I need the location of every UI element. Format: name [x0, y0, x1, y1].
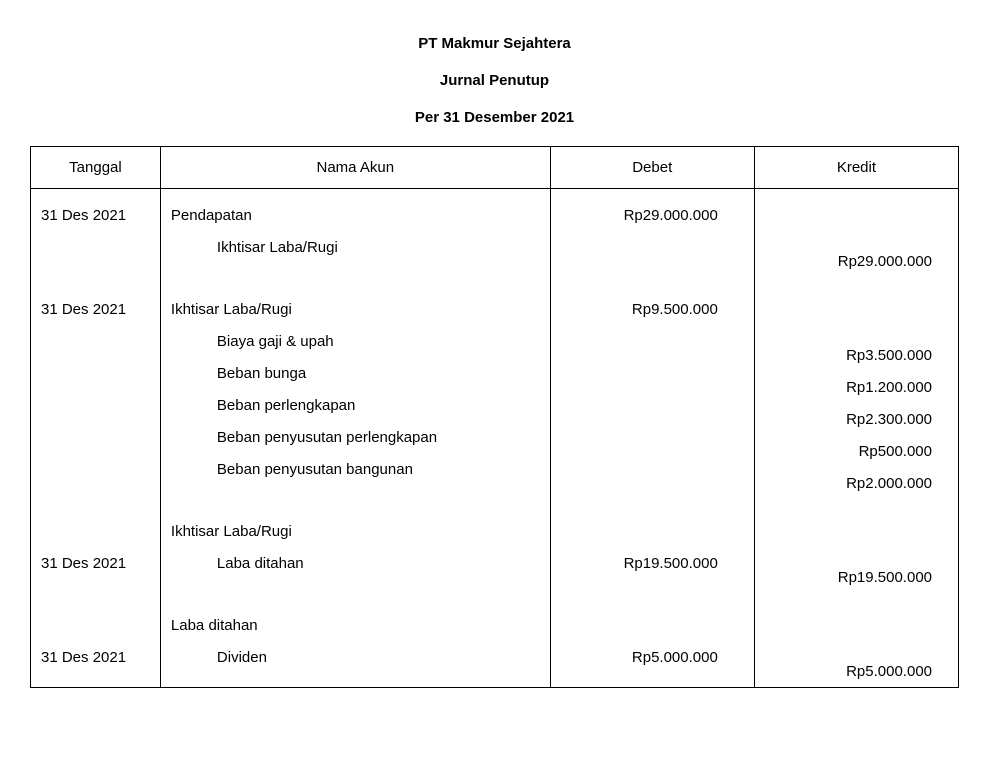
table-header-row: Tanggal Nama Akun Debet Kredit [31, 147, 959, 189]
cell-name: Ikhtisar Laba/Rugi [161, 231, 550, 263]
cell-date: 31 Des 2021 [31, 293, 160, 325]
debet-column-body: Rp29.000.000 Rp9.500.000 Rp19.500.000 Rp… [550, 189, 754, 688]
cell-date [31, 325, 160, 357]
cell-name: Ikhtisar Laba/Rugi [161, 293, 550, 325]
cell-kredit: Rp5.000.000 [755, 655, 958, 687]
cell-blank [161, 579, 550, 609]
cell-blank [551, 485, 754, 515]
cell-blank [31, 263, 160, 293]
cell-debet [551, 231, 754, 263]
cell-date [31, 357, 160, 389]
cell-debet: Rp9.500.000 [551, 293, 754, 325]
cell-debet: Rp5.000.000 [551, 641, 754, 673]
report-title: Jurnal Penutup [30, 72, 959, 89]
cell-date: 31 Des 2021 [31, 547, 160, 579]
cell-blank [31, 485, 160, 515]
kredit-column-body: Rp29.000.000 Rp3.500.000 Rp1.200.000 Rp2… [754, 189, 958, 688]
cell-debet [551, 515, 754, 547]
report-period: Per 31 Desember 2021 [30, 109, 959, 126]
cell-kredit [755, 515, 958, 547]
cell-debet [551, 389, 754, 421]
cell-date [31, 231, 160, 263]
cell-blank [161, 263, 550, 293]
cell-date: 31 Des 2021 [31, 641, 160, 673]
cell-kredit: Rp3.500.000 [755, 339, 958, 371]
cell-name: Beban penyusutan perlengkapan [161, 421, 550, 453]
cell-debet [551, 421, 754, 453]
cell-name: Biaya gaji & upah [161, 325, 550, 357]
cell-name: Laba ditahan [161, 609, 550, 641]
cell-kredit: Rp2.000.000 [755, 467, 958, 499]
cell-blank [551, 579, 754, 609]
cell-kredit: Rp500.000 [755, 435, 958, 467]
cell-name: Beban perlengkapan [161, 389, 550, 421]
cell-date [31, 389, 160, 421]
cell-kredit: Rp1.200.000 [755, 371, 958, 403]
cell-name: Dividen [161, 641, 550, 673]
cell-debet [551, 609, 754, 641]
document-container: PT Makmur Sejahtera Jurnal Penutup Per 3… [0, 0, 989, 713]
cell-name: Pendapatan [161, 199, 550, 231]
date-column-body: 31 Des 2021 31 Des 2021 31 Des 2021 31 D… [31, 189, 161, 688]
cell-date [31, 453, 160, 485]
cell-debet [551, 453, 754, 485]
cell-date [31, 515, 160, 547]
cell-debet [551, 325, 754, 357]
cell-debet: Rp19.500.000 [551, 547, 754, 579]
col-header-date: Tanggal [31, 147, 161, 189]
cell-kredit: Rp2.300.000 [755, 403, 958, 435]
cell-date: 31 Des 2021 [31, 199, 160, 231]
cell-blank [31, 579, 160, 609]
cell-name: Beban penyusutan bangunan [161, 453, 550, 485]
cell-kredit: Rp29.000.000 [755, 245, 958, 277]
cell-name: Beban bunga [161, 357, 550, 389]
journal-table: Tanggal Nama Akun Debet Kredit 31 Des 20… [30, 146, 959, 688]
cell-kredit [755, 293, 958, 325]
cell-blank [551, 263, 754, 293]
report-header: PT Makmur Sejahtera Jurnal Penutup Per 3… [30, 35, 959, 126]
cell-kredit [755, 609, 958, 641]
cell-name: Ikhtisar Laba/Rugi [161, 515, 550, 547]
col-header-name: Nama Akun [160, 147, 550, 189]
cell-name: Laba ditahan [161, 547, 550, 579]
col-header-debet: Debet [550, 147, 754, 189]
cell-blank [161, 485, 550, 515]
cell-date [31, 609, 160, 641]
cell-debet [551, 357, 754, 389]
cell-kredit [755, 199, 958, 231]
company-name: PT Makmur Sejahtera [30, 35, 959, 52]
cell-date [31, 421, 160, 453]
table-body-row: 31 Des 2021 31 Des 2021 31 Des 2021 31 D… [31, 189, 959, 688]
name-column-body: Pendapatan Ikhtisar Laba/Rugi Ikhtisar L… [160, 189, 550, 688]
cell-debet: Rp29.000.000 [551, 199, 754, 231]
cell-kredit: Rp19.500.000 [755, 561, 958, 593]
col-header-kredit: Kredit [754, 147, 958, 189]
